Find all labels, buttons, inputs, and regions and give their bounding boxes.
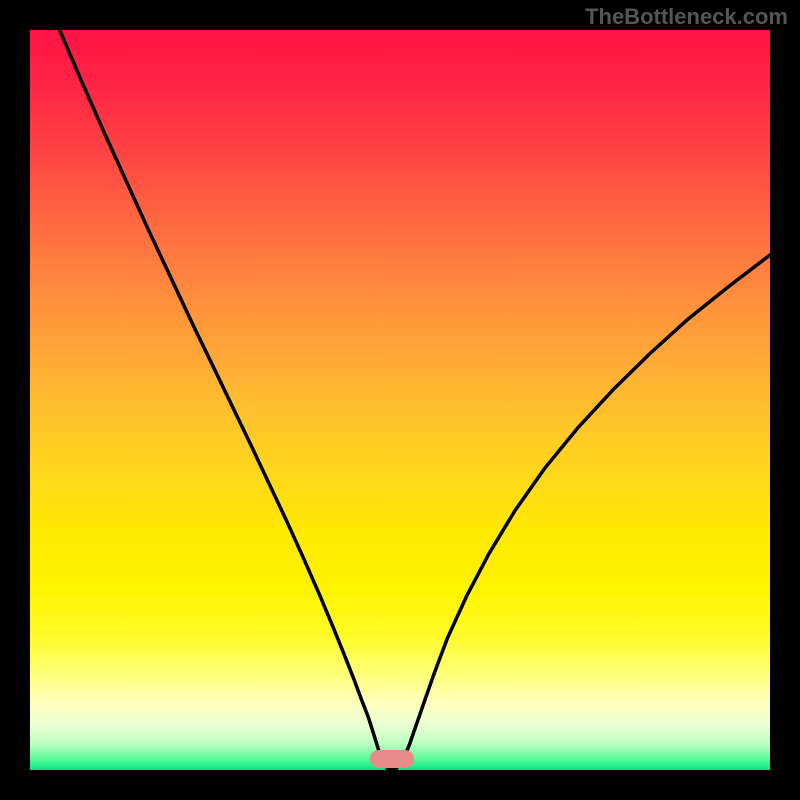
curve-path — [60, 30, 770, 770]
attribution-text: TheBottleneck.com — [585, 4, 788, 30]
bottleneck-curve — [30, 30, 770, 770]
minimum-marker — [370, 750, 414, 768]
chart-area — [30, 30, 770, 770]
